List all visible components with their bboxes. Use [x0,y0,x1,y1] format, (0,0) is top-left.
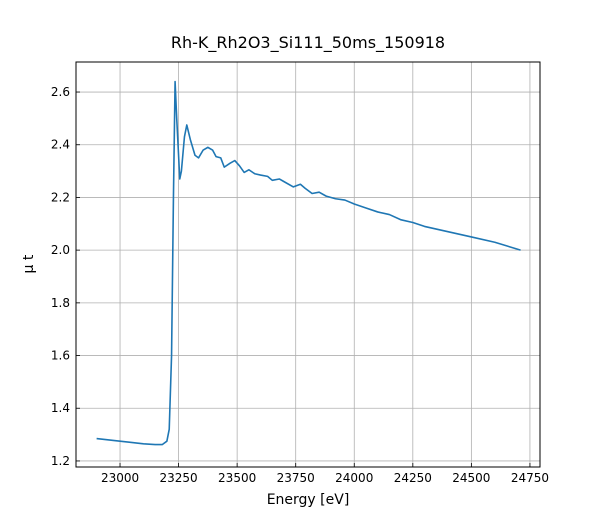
x-axis-label: Energy [eV] [267,492,350,508]
y-tick-label: 2.6 [51,85,70,99]
x-tick-label: 24750 [511,471,549,485]
plot-frame [75,61,541,468]
y-tick-label: 1.4 [51,401,70,415]
y-tick-label: 2.2 [51,190,70,204]
x-tick-label: 23250 [159,471,197,485]
x-tick-label: 24500 [452,471,490,485]
y-tick-label: 2.0 [51,243,70,257]
data-line [96,80,521,446]
y-tick-label: 1.2 [51,454,70,468]
x-tick-label: 23500 [218,471,256,485]
x-tick-label: 23750 [277,471,315,485]
y-axis-label: μ t [21,254,37,273]
chart-title: Rh-K_Rh2O3_Si111_50ms_150918 [171,33,445,53]
y-tick-label: 2.4 [51,138,70,152]
x-tick-label: 23000 [101,471,139,485]
x-tick-label: 24000 [335,471,373,485]
y-tick-label: 1.6 [51,349,70,363]
y-tick-label: 1.8 [51,296,70,310]
x-tick-label: 24250 [394,471,432,485]
